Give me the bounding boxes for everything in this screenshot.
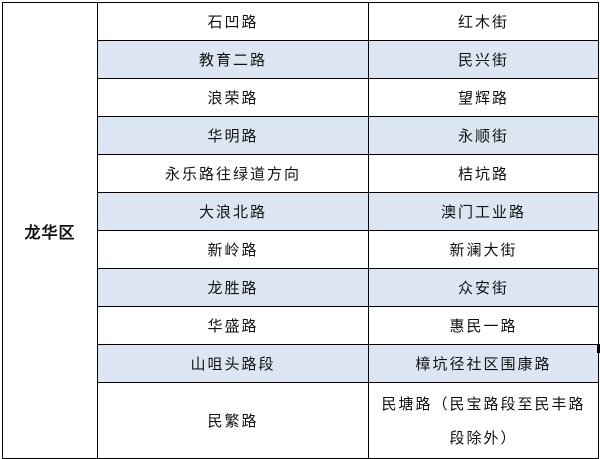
district-cell: 龙华区: [2, 2, 98, 459]
table-row: 龙胜路 众安街: [3, 268, 599, 307]
road-cell-right: 澳门工业路: [368, 192, 599, 231]
road-cell-right: 桔坑路: [368, 154, 599, 193]
edge-mark: [597, 344, 600, 353]
road-cell-right: 民兴街: [368, 40, 599, 79]
table-row: 浪荣路 望辉路: [3, 78, 599, 117]
road-cell-left: 石凹路: [97, 2, 369, 41]
road-cell-right: 樟坑径社区围康路: [368, 344, 599, 383]
road-cell-right: 红木街: [368, 2, 599, 41]
table-row: 华盛路 惠民一路: [3, 306, 599, 345]
road-cell-left: 永乐路往绿道方向: [97, 154, 369, 193]
road-cell-left: 教育二路: [97, 40, 369, 79]
road-cell-right: 惠民一路: [368, 306, 599, 345]
road-cell-right: 望辉路: [368, 78, 599, 117]
table-row: 教育二路 民兴街: [3, 40, 599, 79]
road-cell-left: 民繁路: [97, 382, 369, 459]
table-row: 永乐路往绿道方向 桔坑路: [3, 154, 599, 193]
road-cell-left: 山咀头路段: [97, 344, 369, 383]
road-cell-right: 民塘路（民宝路段至民丰路段除外）: [368, 382, 599, 459]
road-cell-left: 大浪北路: [97, 192, 369, 231]
road-cell-left: 新岭路: [97, 230, 369, 269]
road-cell-right: 永顺街: [368, 116, 599, 155]
table-row: 山咀头路段 樟坑径社区围康路: [3, 344, 599, 383]
table-row: 新岭路 新澜大街: [3, 230, 599, 269]
road-cell-left: 华明路: [97, 116, 369, 155]
table-row: 华明路 永顺街: [3, 116, 599, 155]
road-cell-right: 众安街: [368, 268, 599, 307]
road-cell-left: 龙胜路: [97, 268, 369, 307]
table-row: 民繁路 民塘路（民宝路段至民丰路段除外）: [3, 382, 599, 459]
table-row: 大浪北路 澳门工业路: [3, 192, 599, 231]
road-cell-right: 新澜大街: [368, 230, 599, 269]
road-cell-left: 华盛路: [97, 306, 369, 345]
road-cell-left: 浪荣路: [97, 78, 369, 117]
